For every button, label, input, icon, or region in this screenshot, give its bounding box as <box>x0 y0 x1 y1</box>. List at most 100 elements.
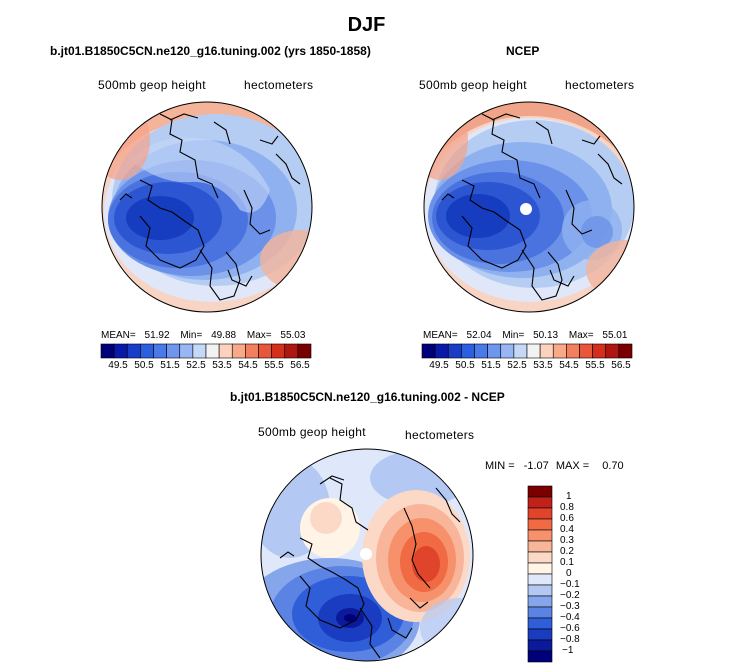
colorbar-swatch <box>527 628 553 641</box>
colorbar-swatch <box>527 606 553 619</box>
obs-mean-label: MEAN= <box>423 330 458 341</box>
diff-variable-label: 500mb geop height <box>258 425 366 439</box>
obs-colorbar-tick: 49.5 <box>429 360 449 371</box>
diff-colorbar-tick: 1 <box>566 491 572 502</box>
diff-units-label: hectometers <box>405 428 475 442</box>
colorbar-swatch <box>552 343 567 359</box>
model-colorbar-ticks: 49.5 50.5 51.5 52.5 53.5 54.5 55.5 56.5 <box>0 360 733 374</box>
colorbar-swatch <box>500 343 515 359</box>
diff-colorbar-tick: 0.8 <box>560 502 574 513</box>
diff-colorbar-ticks: 1 0.8 0.6 0.4 0.3 0.2 0.1 0 −0.1 −0.2 −0… <box>560 486 620 666</box>
obs-max-value: 55.01 <box>602 330 628 341</box>
colorbar-swatch <box>231 343 246 359</box>
obs-mean-value: 52.04 <box>466 330 492 341</box>
colorbar-swatch <box>527 617 553 630</box>
diff-colorbar-tick: −1 <box>562 645 574 656</box>
model-map-outline <box>101 101 313 313</box>
obs-colorbar-ticks: 49.5 50.5 51.5 52.5 53.5 54.5 55.5 56.5 <box>0 360 733 374</box>
obs-colorbar-tick: 52.5 <box>507 360 527 371</box>
model-polar-map <box>101 101 313 313</box>
model-colorbar-tick: 55.5 <box>264 360 284 371</box>
colorbar-swatch <box>166 343 181 359</box>
model-max-label: Max= <box>246 330 272 341</box>
colorbar-swatch <box>527 529 553 542</box>
diff-polar-map <box>260 448 474 662</box>
model-colorbar-tick: 54.5 <box>238 360 258 371</box>
model-min-label: Min= <box>180 330 203 341</box>
diff-colorbar-tick: −0.4 <box>560 612 580 623</box>
obs-colorbar-tick: 54.5 <box>559 360 579 371</box>
colorbar-swatch <box>421 343 436 359</box>
colorbar-swatch <box>527 595 553 608</box>
colorbar-swatch <box>527 518 553 531</box>
colorbar-swatch <box>258 343 272 359</box>
diff-colorbar-tick: −0.2 <box>560 590 580 601</box>
diff-colorbar-tick: 0.2 <box>560 546 574 557</box>
diff-colorbar-tick: 0.6 <box>560 513 574 524</box>
colorbar-swatch <box>579 343 593 359</box>
model-colorbar-tick: 56.5 <box>290 360 310 371</box>
colorbar-swatch <box>153 343 167 359</box>
colorbar-swatch <box>527 551 553 564</box>
diff-colorbar-tick: −0.8 <box>560 634 580 645</box>
colorbar-swatch <box>527 650 553 663</box>
colorbar-swatch <box>218 343 233 359</box>
obs-min-label: Min= <box>502 330 525 341</box>
colorbar-swatch <box>487 343 502 359</box>
model-coastlines <box>119 113 301 301</box>
colorbar-swatch <box>126 343 141 359</box>
model-variable-label: 500mb geop height <box>98 78 206 92</box>
diff-panel-title: b.jt01.B1850C5CN.ne120_g16.tuning.002 - … <box>230 390 505 404</box>
diff-min-value: -1.07 <box>523 460 549 472</box>
model-max-value: 55.03 <box>280 330 306 341</box>
colorbar-swatch <box>527 540 553 553</box>
diff-colorbar-tick: 0 <box>566 568 572 579</box>
diff-colorbar-tick: 0.1 <box>560 557 574 568</box>
colorbar-swatch <box>566 343 580 359</box>
diff-colorbar-tick: −0.6 <box>560 623 580 634</box>
obs-panel-title: NCEP <box>506 44 540 58</box>
obs-colorbar-tick: 55.5 <box>585 360 605 371</box>
colorbar-swatch <box>527 485 553 498</box>
model-colorbar-tick: 49.5 <box>108 360 128 371</box>
colorbar-swatch <box>447 343 462 359</box>
colorbar-swatch <box>513 343 528 359</box>
colorbar-swatch <box>271 343 286 359</box>
colorbar-swatch <box>527 584 553 597</box>
obs-colorbar-tick: 56.5 <box>611 360 631 371</box>
obs-units-label: hectometers <box>565 78 635 92</box>
obs-variable-label: 500mb geop height <box>419 78 527 92</box>
colorbar-swatch <box>461 343 475 359</box>
colorbar-swatch <box>526 343 541 359</box>
model-colorbar-tick: 50.5 <box>134 360 154 371</box>
colorbar-swatch <box>205 343 220 359</box>
colorbar-swatch <box>284 343 299 359</box>
diff-colorbar-tick: 0.3 <box>560 535 574 546</box>
model-units-label: hectometers <box>244 78 314 92</box>
diff-map-outline <box>260 448 474 662</box>
model-colorbar-tick: 52.5 <box>186 360 206 371</box>
model-colorbar-tick: 53.5 <box>212 360 232 371</box>
colorbar-swatch <box>527 496 553 509</box>
colorbar-swatch <box>592 343 607 359</box>
obs-colorbar <box>421 343 633 359</box>
colorbar-swatch <box>527 507 553 520</box>
colorbar-swatch <box>527 573 553 586</box>
diff-coastlines <box>279 475 461 659</box>
obs-min-value: 50.13 <box>533 330 559 341</box>
colorbar-swatch <box>474 343 488 359</box>
diff-colorbar-tick: −0.3 <box>560 601 580 612</box>
model-panel-title: b.jt01.B1850C5CN.ne120_g16.tuning.002 (y… <box>50 44 371 58</box>
colorbar-swatch <box>179 343 194 359</box>
colorbar-swatch <box>192 343 207 359</box>
diff-max-label: MAX = <box>555 460 590 472</box>
obs-coastlines <box>441 113 623 301</box>
diff-pole-hole <box>360 548 372 560</box>
colorbar-swatch <box>113 343 128 359</box>
colorbar-swatch <box>434 343 449 359</box>
colorbar-swatch <box>245 343 259 359</box>
obs-colorbar-tick: 53.5 <box>533 360 553 371</box>
obs-colorbar-tick: 51.5 <box>481 360 501 371</box>
model-mean-label: MEAN= <box>101 330 136 341</box>
colorbar-swatch <box>618 343 633 359</box>
